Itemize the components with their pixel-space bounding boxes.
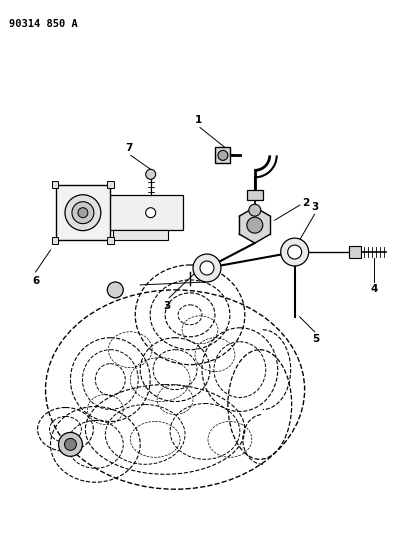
Text: 5: 5	[312, 334, 320, 344]
Circle shape	[281, 238, 308, 266]
Circle shape	[64, 439, 77, 450]
Bar	[349, 246, 361, 258]
Circle shape	[65, 195, 101, 231]
Bar	[52, 237, 58, 244]
Bar	[107, 181, 114, 188]
Bar	[215, 148, 230, 163]
Text: 90314 850 A: 90314 850 A	[9, 19, 77, 29]
Circle shape	[72, 201, 94, 224]
Bar	[56, 185, 110, 240]
Circle shape	[78, 208, 88, 217]
Text: 2: 2	[302, 198, 309, 208]
Circle shape	[193, 254, 221, 282]
Text: 4: 4	[371, 284, 378, 294]
Circle shape	[288, 245, 302, 259]
Text: 1: 1	[195, 116, 202, 125]
Circle shape	[107, 282, 123, 298]
Polygon shape	[239, 207, 270, 243]
Circle shape	[249, 204, 261, 216]
Bar	[107, 237, 114, 244]
Bar	[113, 230, 168, 240]
Bar	[108, 195, 183, 230]
Text: 7: 7	[125, 143, 133, 154]
Circle shape	[218, 150, 228, 160]
Bar	[247, 190, 263, 200]
Circle shape	[58, 432, 83, 456]
Circle shape	[247, 217, 263, 233]
Circle shape	[146, 208, 156, 217]
Bar	[52, 181, 58, 188]
Text: 6: 6	[32, 276, 39, 286]
Circle shape	[200, 261, 214, 275]
Text: 3: 3	[164, 301, 171, 311]
Text: 3: 3	[311, 202, 318, 212]
Circle shape	[146, 169, 156, 179]
